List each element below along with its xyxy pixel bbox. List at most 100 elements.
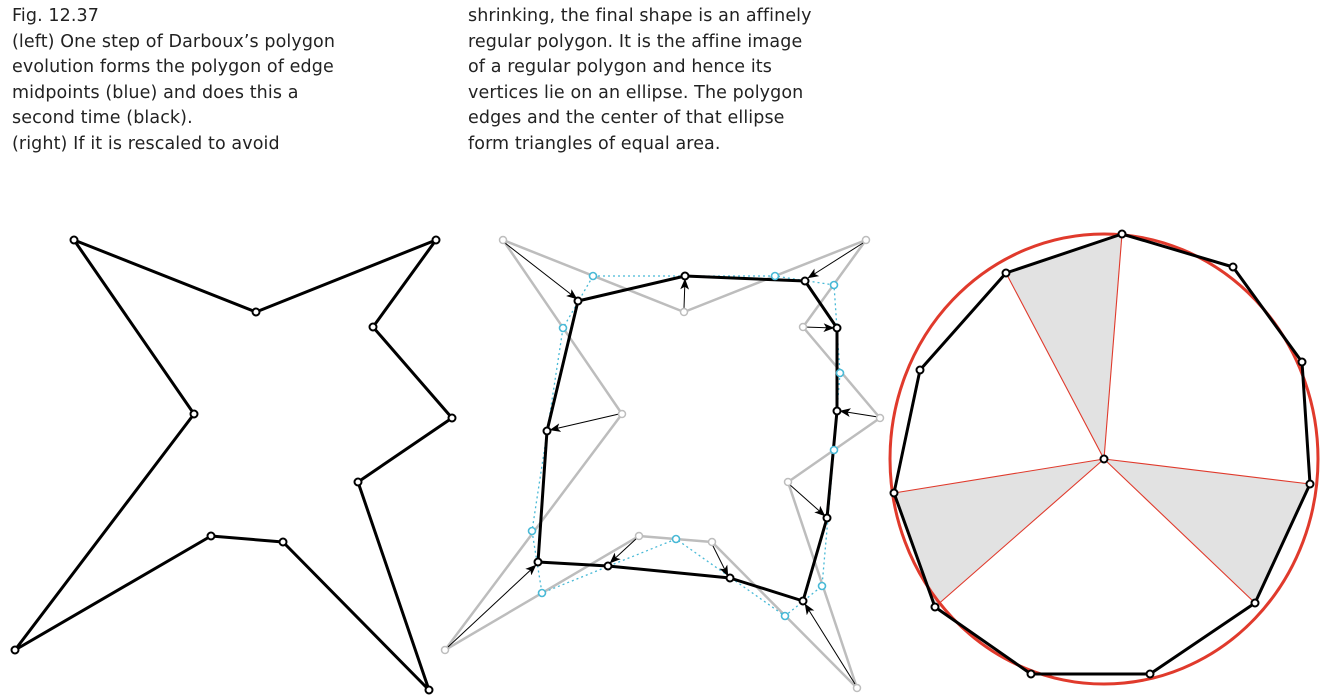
- vertex: [498, 235, 508, 245]
- vertex: [431, 235, 441, 245]
- circumscribed-ellipse: [888, 232, 1320, 686]
- vertex: [1305, 479, 1315, 489]
- vertex: [603, 561, 613, 571]
- caption-line: of a regular polygon and hence its: [468, 57, 772, 77]
- vertex: [817, 581, 827, 591]
- caption-line: (right) If it is rescaled to avoid: [12, 133, 280, 154]
- vertex: [707, 537, 717, 547]
- vertex: [835, 368, 845, 378]
- affinely-regular-polygon: [892, 232, 1312, 676]
- previous-polygon-vertices: [440, 235, 885, 693]
- arrow: [549, 413, 620, 432]
- vertex: [889, 488, 899, 498]
- arrow: [609, 537, 638, 564]
- ellipse-center-point: [1099, 454, 1109, 464]
- arrow: [807, 242, 864, 279]
- vertex: [573, 296, 583, 306]
- vertex: [680, 271, 690, 281]
- vertex: [69, 235, 79, 245]
- figure-number: Fig. 12.37: [12, 6, 99, 26]
- vertex: [780, 611, 790, 621]
- caption-line: vertices lie on an ellipse. The polygon: [468, 82, 804, 103]
- arrow: [447, 564, 537, 648]
- caption-line: edges and the center of that ellipse: [468, 108, 785, 128]
- arrow: [839, 408, 879, 418]
- vertex: [1228, 262, 1238, 272]
- vertex: [832, 406, 842, 416]
- caption-line: (left) One step of Darboux’s polygon: [12, 31, 336, 52]
- caption-line: second time (black).: [12, 108, 193, 128]
- midpoint-polygon-vertices: [527, 271, 845, 621]
- vertex: [558, 323, 568, 333]
- vertex: [1026, 669, 1036, 679]
- vertex: [1250, 598, 1260, 608]
- ray: [1103, 458, 1256, 604]
- vertex: [875, 413, 885, 423]
- vertex: [770, 271, 780, 281]
- vertex: [800, 276, 810, 286]
- vertex: [829, 445, 839, 455]
- vertex: [861, 235, 871, 245]
- vertex: [206, 531, 216, 541]
- panel-right-affinely-regular-polygon: [888, 229, 1320, 686]
- vertex: [1117, 229, 1127, 239]
- triangle: [1006, 234, 1122, 459]
- ray: [1103, 458, 1311, 485]
- caption-left-column: Fig. 12.37 (left) One step of Darboux’s …: [12, 4, 452, 157]
- vertex: [527, 526, 537, 536]
- vertex: [617, 409, 627, 419]
- arrow: [680, 278, 690, 309]
- vertex: [915, 365, 925, 375]
- vertex: [930, 602, 940, 612]
- ray: [1103, 233, 1123, 460]
- vertex: [1001, 268, 1011, 278]
- vertex: [783, 477, 793, 487]
- vertex: [798, 596, 808, 606]
- vertex: [634, 531, 644, 541]
- equal-area-triangles: [894, 234, 1310, 607]
- star-polygon-vertices: [10, 235, 457, 695]
- caption-line: evolution forms the polygon of edge: [12, 57, 334, 77]
- caption-line: midpoints (blue) and does this a: [12, 82, 299, 103]
- vertex: [278, 537, 288, 547]
- vertex: [189, 409, 199, 419]
- caption-right-column: shrinking, the final shape is an affinel…: [468, 4, 888, 157]
- center-rays: [893, 233, 1311, 608]
- vertex: [533, 557, 543, 567]
- vertex: [10, 645, 20, 655]
- caption-line: shrinking, the final shape is an affinel…: [468, 6, 812, 26]
- vertex: [829, 280, 839, 290]
- vertex: [368, 322, 378, 332]
- arrow: [803, 323, 835, 333]
- caption-line: form triangles of equal area.: [468, 133, 721, 154]
- vertex: [798, 322, 808, 332]
- vertex: [832, 323, 842, 333]
- previous-polygon: [443, 238, 882, 690]
- arrow: [504, 242, 578, 300]
- panel-middle-darboux-step: [440, 235, 885, 693]
- vertex: [440, 645, 450, 655]
- evolution-arrows: [447, 242, 879, 685]
- vertex: [447, 413, 457, 423]
- star-polygon: [13, 238, 454, 692]
- second-step-polygon: [536, 274, 839, 603]
- vertex: [1145, 669, 1155, 679]
- ray: [893, 458, 1105, 494]
- vertex: [671, 534, 681, 544]
- vertex: [588, 271, 598, 281]
- vertex: [679, 307, 689, 317]
- triangle: [1104, 459, 1310, 603]
- vertex: [1297, 357, 1307, 367]
- vertex: [852, 683, 862, 693]
- arrow: [804, 603, 856, 685]
- midpoint-polygon: [531, 275, 841, 617]
- vertex: [822, 513, 832, 523]
- triangle: [894, 459, 1104, 607]
- ray: [1005, 272, 1105, 460]
- vertex: [424, 685, 434, 695]
- ray: [934, 458, 1105, 608]
- vertex: [725, 573, 735, 583]
- arrow: [711, 543, 729, 577]
- panel-left-star-polygon: [10, 235, 457, 695]
